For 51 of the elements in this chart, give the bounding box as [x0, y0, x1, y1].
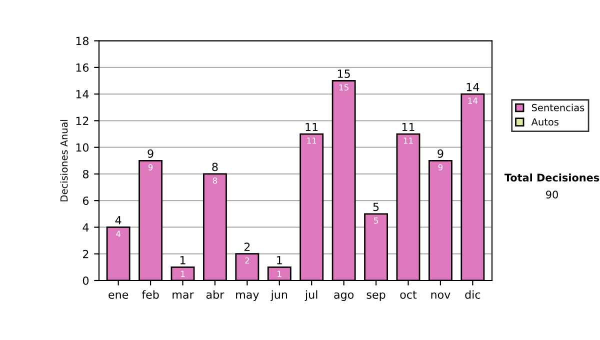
x-tick-label: feb	[142, 290, 159, 299]
y-tick-label: 12	[76, 116, 88, 125]
total-label: 15	[338, 70, 350, 78]
total-label: 11	[306, 122, 318, 132]
total-label: 9	[148, 149, 154, 158]
y-tick-label: 2	[83, 250, 88, 258]
x-tick-label: ago	[334, 292, 354, 301]
total-label: 2	[244, 242, 250, 251]
x-tick-label: may	[236, 292, 259, 301]
data-label: 5	[374, 218, 378, 224]
total-label: 9	[438, 149, 444, 158]
data-label: 4	[116, 230, 121, 237]
total-label: 1	[277, 256, 282, 264]
total-label: 5	[373, 202, 379, 212]
data-label: 14	[468, 98, 478, 104]
total-label: 8	[212, 162, 218, 172]
legend-label: Autos	[531, 118, 558, 126]
total-label: 1	[180, 256, 186, 264]
text: 90	[546, 190, 558, 199]
y-tick-label: 0	[82, 276, 89, 285]
data-label: 9	[438, 164, 443, 170]
total-label: 11	[402, 122, 414, 132]
x-tick-label: nov	[431, 292, 450, 299]
y-tick-label: 16	[76, 63, 89, 72]
data-label: 15	[339, 84, 348, 91]
data-label: 1	[278, 270, 282, 277]
text: Total Decisiones	[504, 173, 600, 182]
x-tick-label: jul	[304, 290, 318, 301]
y-tick-label: 4	[82, 223, 89, 232]
x-tick-label: jun	[270, 290, 288, 301]
legend-label: Sentencias	[532, 104, 584, 112]
x-tick-label: abr	[206, 290, 224, 299]
x-tick-label: dic	[465, 290, 480, 299]
y-tick-label: 6	[82, 196, 89, 205]
data-label: 2	[245, 257, 249, 264]
data-label: 11	[307, 138, 316, 144]
data-label: 9	[148, 164, 153, 170]
x-tick-label: sep	[366, 292, 386, 301]
y-tick-label: 14	[76, 90, 89, 98]
y-axis-title: Decisiones Anual	[60, 120, 68, 202]
x-tick-label: oct	[400, 290, 417, 299]
total-label: 4	[115, 216, 122, 224]
data-label: 8	[212, 177, 218, 184]
y-tick-label: 8	[82, 170, 89, 178]
x-tick-label: mar	[172, 292, 194, 299]
y-tick-label: 18	[76, 36, 89, 46]
y-tick-label: 10	[76, 143, 89, 152]
data-label: 11	[404, 138, 413, 144]
x-tick-label: ene	[108, 292, 128, 299]
data-label: 1	[181, 270, 185, 277]
total-label: 14	[466, 82, 480, 92]
